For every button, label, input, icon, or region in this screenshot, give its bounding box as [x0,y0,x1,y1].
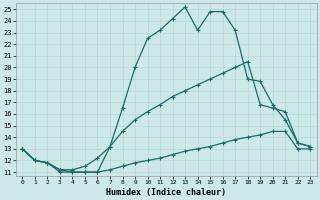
X-axis label: Humidex (Indice chaleur): Humidex (Indice chaleur) [106,188,226,197]
